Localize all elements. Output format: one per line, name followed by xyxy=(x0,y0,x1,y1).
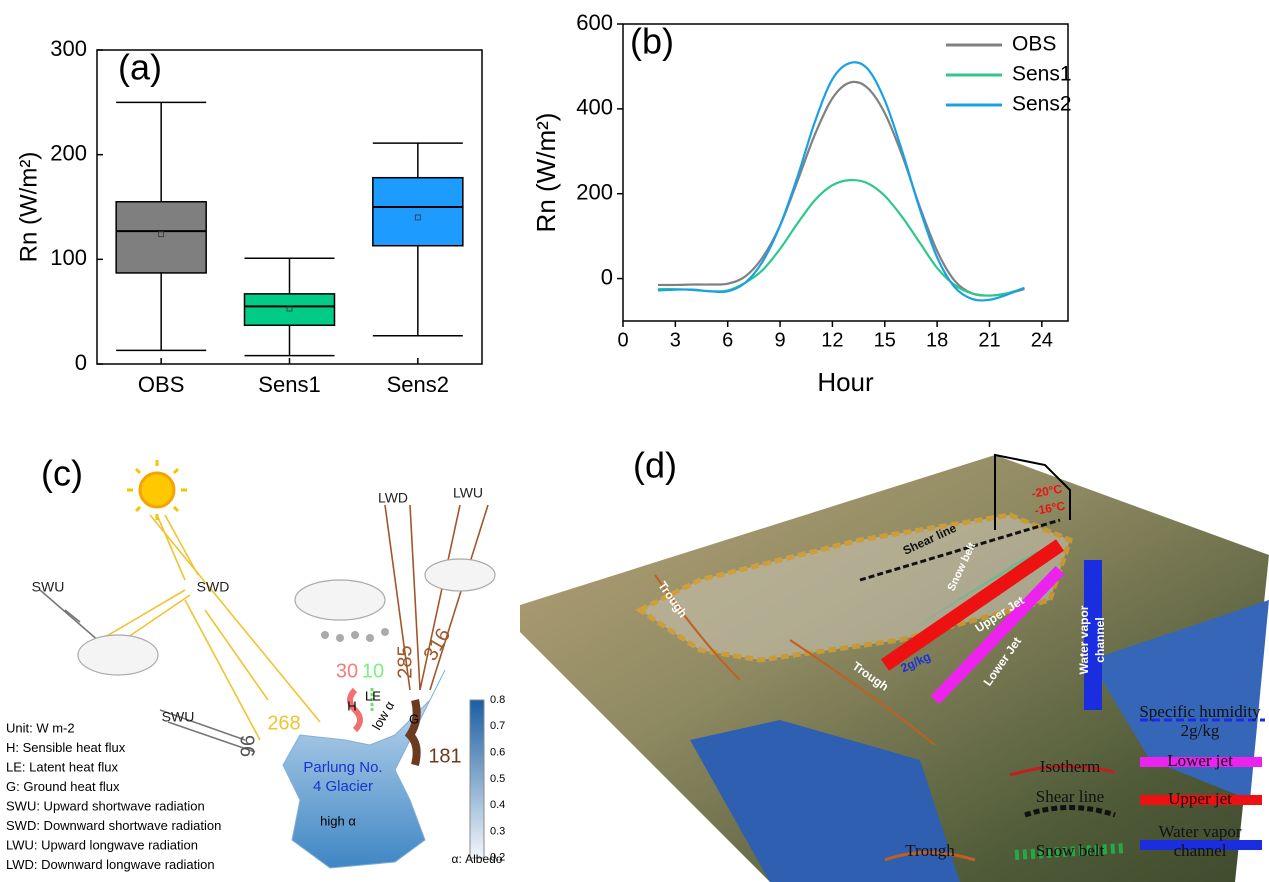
series-line xyxy=(657,178,1025,297)
legend-label: Sens1 xyxy=(1012,63,1072,86)
map-label: -16°C xyxy=(1033,499,1066,518)
flux-value: 96 xyxy=(236,735,258,757)
flux-label: LWD xyxy=(378,490,408,506)
flux-label: LE xyxy=(365,688,381,703)
flux-value: 268 xyxy=(267,712,300,734)
x-tick-label: 24 xyxy=(1031,329,1053,351)
series-line xyxy=(657,80,1025,297)
y-axis-label: Rn (W/m²) xyxy=(531,113,561,233)
x-tick-label: 9 xyxy=(774,329,785,351)
colorbar-tick: 0.2 xyxy=(490,852,505,864)
map-label: -20°C xyxy=(1030,482,1063,501)
x-tick-label: 12 xyxy=(821,329,843,351)
y-tick-label: 200 xyxy=(576,180,613,205)
mean-marker xyxy=(158,231,165,238)
panel-c-art xyxy=(39,460,496,869)
panel-label: (c) xyxy=(41,453,83,494)
legend-entry: Unit: W m-2 xyxy=(6,720,75,735)
legend-entry: Lower jet xyxy=(1167,751,1233,770)
x-tick-label: 15 xyxy=(874,329,896,351)
legend-entry: H: Sensible heat flux xyxy=(6,740,126,755)
flux-value: 10 xyxy=(362,660,384,682)
legend-entry: Water vapor xyxy=(1158,822,1241,841)
legend-entry: channel xyxy=(1174,841,1227,860)
series-line xyxy=(657,61,1025,302)
panel-label: (a) xyxy=(118,47,162,88)
legend-entry: Specific humidity xyxy=(1139,702,1261,721)
box xyxy=(372,176,464,247)
colorbar-tick: 0.7 xyxy=(490,720,505,732)
flux-label: high α xyxy=(320,813,356,828)
colorbar-label: α: Albedo xyxy=(452,852,503,866)
x-tick-label: 21 xyxy=(978,329,1000,351)
x-tick-label: Sens2 xyxy=(387,372,449,397)
colorbar-tick: 0.5 xyxy=(490,773,505,785)
legend-entry: Isotherm xyxy=(1040,757,1100,776)
mean-marker xyxy=(414,214,421,221)
colorbar-tick: 0.3 xyxy=(490,825,505,837)
x-tick-label: 6 xyxy=(722,329,733,351)
panel-label: (d) xyxy=(633,445,677,486)
legend-entry: LE: Latent heat flux xyxy=(6,759,119,774)
colorbar-tick: 0.6 xyxy=(490,747,505,759)
legend-entry: Shear line xyxy=(1036,787,1104,806)
colorbar-tick: 0.8 xyxy=(490,694,505,706)
x-tick-label: 3 xyxy=(670,329,681,351)
flux-label: SWU xyxy=(162,709,195,725)
y-tick-label: 100 xyxy=(50,245,87,270)
panel-label: (b) xyxy=(630,21,674,62)
plot-frame xyxy=(622,23,1069,322)
colorbar-tick: 0.4 xyxy=(490,799,505,811)
legend-label: OBS xyxy=(1012,33,1056,56)
panel-d-art xyxy=(520,453,1269,882)
y-axis-label: Rn (W/m²) xyxy=(15,152,42,263)
legend-entry: SWU: Upward shortwave radiation xyxy=(6,798,205,813)
x-tick-label: Sens1 xyxy=(258,372,320,397)
flux-label: SWU xyxy=(32,579,65,595)
legend-entry: Trough xyxy=(905,841,955,860)
y-tick-label: 0 xyxy=(601,264,613,289)
y-tick-label: 0 xyxy=(75,350,87,375)
y-tick-label: 300 xyxy=(50,36,87,61)
map-label: channel xyxy=(1093,617,1107,662)
x-tick-label: 0 xyxy=(617,329,628,351)
legend-entry: SWD: Downward shortwave radiation xyxy=(6,818,221,833)
flux-label: H xyxy=(347,698,356,713)
box xyxy=(115,201,207,274)
x-tick-label: 18 xyxy=(926,329,948,351)
legend-entry: Snow belt xyxy=(1036,841,1105,860)
legend-label: Sens2 xyxy=(1012,93,1072,116)
flux-value: 316 xyxy=(420,625,456,665)
y-tick-label: 600 xyxy=(576,10,613,35)
flux-label: SWD xyxy=(197,579,230,595)
legend-entry: LWD: Downward longwave radiation xyxy=(6,857,215,872)
x-tick-label: OBS xyxy=(138,372,184,397)
legend-entry: 2g/kg xyxy=(1181,721,1220,740)
flux-label: G xyxy=(409,711,419,726)
y-tick-label: 400 xyxy=(576,95,613,120)
x-axis-label: Hour xyxy=(817,367,874,397)
legend-entry: LWU: Upward longwave radiation xyxy=(6,837,198,852)
legend-entry: Upper jet xyxy=(1168,789,1232,808)
map-label: Water vapor xyxy=(1077,605,1091,674)
flux-label: Parlung No. xyxy=(303,759,382,776)
y-tick-label: 200 xyxy=(50,140,87,165)
flux-value: 181 xyxy=(428,745,461,767)
flux-value: 285 xyxy=(394,645,416,678)
legend-entry: G: Ground heat flux xyxy=(6,779,120,794)
flux-value: 30 xyxy=(336,660,358,682)
flux-label: LWU xyxy=(453,485,483,501)
mean-marker xyxy=(286,305,293,312)
box xyxy=(243,293,336,327)
flux-label: 4 Glacier xyxy=(313,778,373,795)
